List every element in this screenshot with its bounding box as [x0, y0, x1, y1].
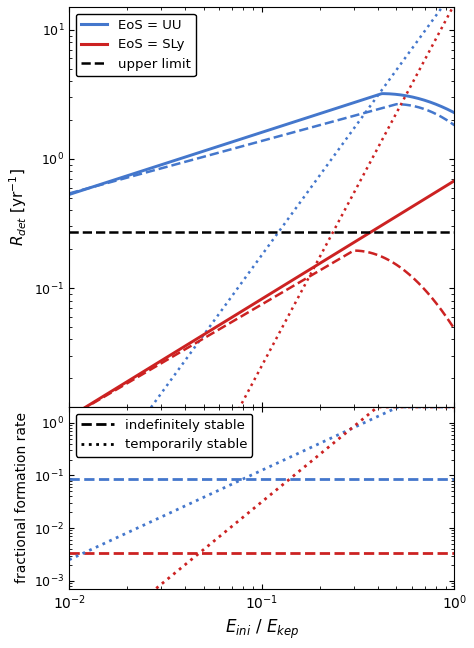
Legend: indefinitely stable, temporarily stable: indefinitely stable, temporarily stable	[76, 413, 252, 457]
X-axis label: $E_{ini}$ / $E_{kep}$: $E_{ini}$ / $E_{kep}$	[225, 618, 299, 641]
Legend: EoS = UU, EoS = SLy, upper limit: EoS = UU, EoS = SLy, upper limit	[76, 14, 196, 76]
Y-axis label: fractional formation rate: fractional formation rate	[15, 412, 28, 583]
Y-axis label: $R_{det}$ [yr$^{-1}$]: $R_{det}$ [yr$^{-1}$]	[7, 168, 28, 246]
